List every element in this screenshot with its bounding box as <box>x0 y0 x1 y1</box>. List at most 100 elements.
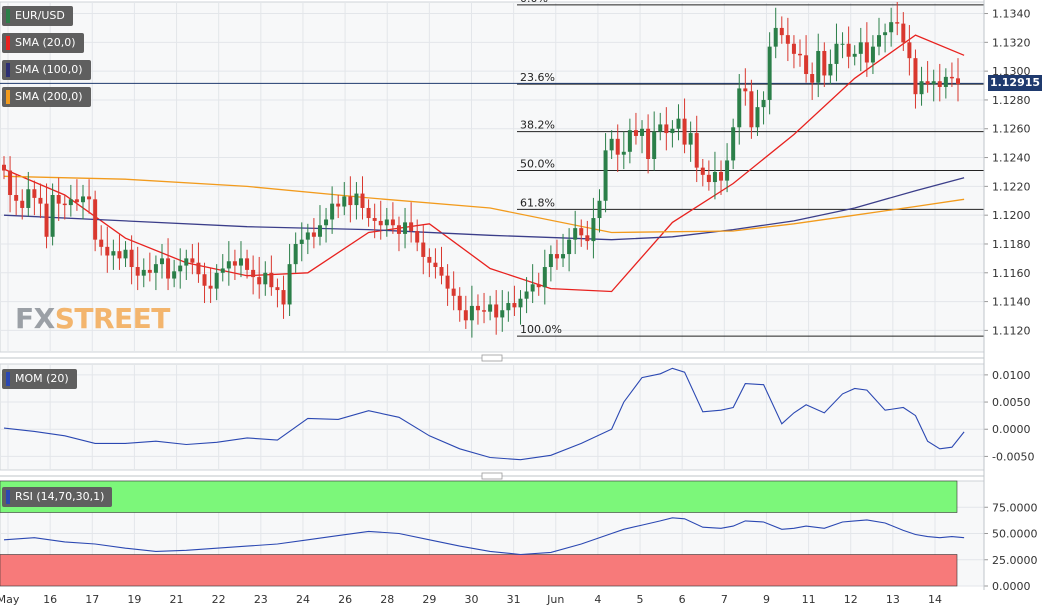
candle-body <box>38 197 43 204</box>
candle-body <box>378 220 383 226</box>
y-tick-label: 0.0000 <box>992 580 1031 593</box>
candle-body <box>719 171 724 181</box>
candle-body <box>330 203 335 220</box>
candle-body <box>396 225 401 234</box>
candle-body <box>8 170 13 196</box>
candle-body <box>889 22 894 33</box>
x-tick-label: 14 <box>928 593 942 606</box>
candle-body <box>311 232 316 237</box>
legend-mom[interactable]: MOM (20) <box>2 369 77 389</box>
candle-body <box>579 228 584 236</box>
fib-label: 61.8% <box>520 196 555 209</box>
candle-body <box>530 284 535 292</box>
candle-body <box>317 225 322 237</box>
candle-body <box>153 264 158 273</box>
candle-body <box>761 99 766 108</box>
candle-body <box>50 195 55 237</box>
candle-body <box>852 53 857 57</box>
candle-body <box>257 277 262 285</box>
candle-body <box>87 196 92 200</box>
candle-body <box>220 268 225 273</box>
legend-mom-label: MOM (20) <box>15 372 69 385</box>
candle-body <box>348 196 353 206</box>
candle-body <box>409 222 414 232</box>
candle-body <box>567 239 572 255</box>
x-tick-label: 31 <box>507 593 521 606</box>
x-tick-label: 24 <box>296 593 310 606</box>
candle-body <box>111 251 116 256</box>
y-tick-label: 1.1240 <box>992 152 1031 165</box>
candle-body <box>226 261 231 269</box>
x-tick-label: 5 <box>637 593 644 606</box>
candle-body <box>32 189 37 198</box>
candle-body <box>621 151 626 155</box>
candle-body <box>907 42 912 59</box>
x-tick-label: 17 <box>85 593 99 606</box>
x-tick-label: 23 <box>254 593 268 606</box>
y-tick-label: 1.1200 <box>992 209 1031 222</box>
legend-symbol[interactable]: EUR/USD <box>2 6 73 26</box>
x-tick-label: 19 <box>127 593 141 606</box>
legend-sma200[interactable]: SMA (200,0) <box>2 87 91 107</box>
y-tick-label: 0.0000 <box>992 423 1031 436</box>
legend-rsi[interactable]: RSI (14,70,30,1) <box>2 487 113 507</box>
fib-label: 38.2% <box>520 119 555 132</box>
sma-lines <box>3 34 965 293</box>
candle-body <box>324 219 329 226</box>
candle-body <box>931 81 936 85</box>
candle-body <box>415 231 420 243</box>
candle-body <box>633 130 638 136</box>
candle-body <box>166 258 171 279</box>
candle-body <box>44 203 49 237</box>
legend-sma200-label: SMA (200,0) <box>15 90 83 103</box>
candle-body <box>767 46 772 100</box>
candle-body <box>336 203 341 207</box>
x-tick-label: 30 <box>465 593 479 606</box>
legend-sma100[interactable]: SMA (100,0) <box>2 60 91 80</box>
panel-chrome <box>0 0 985 590</box>
candle-body <box>846 43 851 57</box>
grid-layer <box>0 1 985 587</box>
candle-body <box>609 138 614 151</box>
candle-body <box>518 298 523 308</box>
candle-body <box>506 303 511 311</box>
candle-body <box>798 53 803 56</box>
candle-body <box>93 199 98 240</box>
candle-body <box>238 258 243 266</box>
candle-body <box>804 55 809 75</box>
legend-sma20[interactable]: SMA (20,0) <box>2 33 84 53</box>
candle-body <box>281 290 286 305</box>
candle-body <box>883 32 888 36</box>
candlesticks <box>2 2 960 338</box>
y-tick-label: 0.0050 <box>992 396 1031 409</box>
legend-rsi-label: RSI (14,70,30,1) <box>15 490 105 503</box>
candle-body <box>956 78 960 85</box>
y-tick-label: 1.1120 <box>992 324 1031 337</box>
legend-symbol-label: EUR/USD <box>15 9 65 22</box>
candle-body <box>354 193 359 206</box>
indicator-line <box>3 517 965 556</box>
fib-label: 0.0% <box>520 0 548 5</box>
candle-body <box>178 265 183 272</box>
x-tick-label: 16 <box>43 593 57 606</box>
y-tick-label: -0.0050 <box>992 450 1034 463</box>
candle-body <box>275 287 280 291</box>
legend-sma100-label: SMA (100,0) <box>15 63 83 76</box>
candle-body <box>74 199 79 203</box>
candle-body <box>925 81 930 85</box>
candle-body <box>670 128 675 134</box>
candle-body <box>299 239 304 244</box>
y-tick-label: 1.1220 <box>992 180 1031 193</box>
candle-body <box>68 199 73 206</box>
candle-body <box>439 267 444 276</box>
candle-body <box>245 258 250 270</box>
candle-body <box>488 304 493 312</box>
candle-body <box>105 246 110 256</box>
x-tick-label: 9 <box>763 593 770 606</box>
candle-body <box>184 258 189 266</box>
candle-body <box>524 291 529 299</box>
sma-line <box>3 34 965 293</box>
x-tick-label: 7 <box>721 593 728 606</box>
x-tick-label: May <box>0 593 20 606</box>
candle-body <box>682 118 687 145</box>
